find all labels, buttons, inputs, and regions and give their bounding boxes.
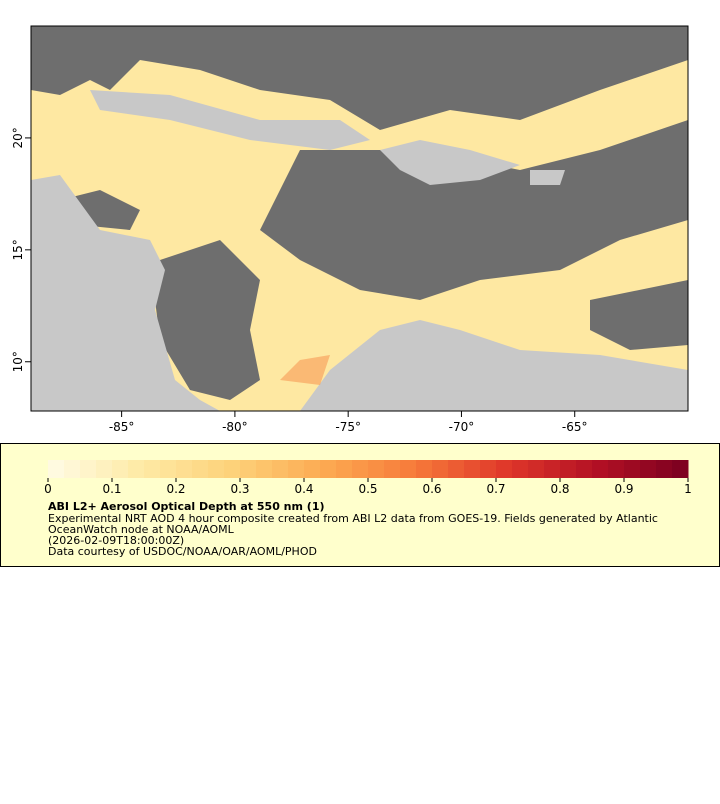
colorbar-segment (320, 460, 337, 478)
colorbar-segment (112, 460, 129, 478)
legend-line: OceanWatch node at NOAA/AOML (48, 523, 235, 536)
colorbar-segment (672, 460, 689, 478)
colorbar-segment (144, 460, 161, 478)
colorbar-segment (544, 460, 561, 478)
colorbar-segment (448, 460, 465, 478)
colorbar-segment (528, 460, 545, 478)
colorbar-segment (176, 460, 193, 478)
map-frame (30, 25, 689, 412)
map-image (31, 26, 688, 411)
colorbar-segment (336, 460, 353, 478)
colorbar-segment (416, 460, 433, 478)
colorbar-segment (192, 460, 209, 478)
colorbar-segment (352, 460, 369, 478)
colorbar-segment (368, 460, 385, 478)
colorbar-segment (496, 460, 513, 478)
colorbar: 0 0.1 0.2 0.3 0.4 0.5 0.6 0.7 0.8 0.9 1 (44, 460, 692, 496)
colorbar-segment (80, 460, 97, 478)
colorbar-segment (512, 460, 529, 478)
colorbar-segment (160, 460, 177, 478)
colorbar-segment (96, 460, 113, 478)
colorbar-segment (304, 460, 321, 478)
colorbar-segment (576, 460, 593, 478)
colorbar-segment (560, 460, 577, 478)
colorbar-segment (48, 460, 65, 478)
colorbar-segment (640, 460, 657, 478)
x-tick-label: -70° (449, 420, 475, 434)
axes: -85° -80° -75° -70° -65° 10° 15° 20° (11, 127, 588, 434)
y-tick-label: 10° (11, 351, 25, 372)
colorbar-segment (288, 460, 305, 478)
colorbar-tick-label: 0.1 (102, 482, 121, 496)
colorbar-tick-label: 0 (44, 482, 52, 496)
colorbar-segment (608, 460, 625, 478)
colorbar-segment (400, 460, 417, 478)
legend-line: Data courtesy of USDOC/NOAA/OAR/AOML/PHO… (48, 545, 317, 558)
x-tick-label: -85° (109, 420, 135, 434)
colorbar-tick-label: 0.9 (614, 482, 633, 496)
colorbar-tick-label: 0.6 (422, 482, 441, 496)
colorbar-segment (256, 460, 273, 478)
legend-line: Experimental NRT AOD 4 hour composite cr… (48, 512, 658, 525)
x-tick-label: -65° (562, 420, 588, 434)
legend-line: (2026-02-09T18:00:00Z) (48, 534, 184, 547)
colorbar-segment (240, 460, 257, 478)
colorbar-tick-label: 0.4 (294, 482, 313, 496)
colorbar-segment (464, 460, 481, 478)
colorbar-tick-label: 0.8 (550, 482, 569, 496)
colorbar-tick-label: 0.7 (486, 482, 505, 496)
colorbar-tick-label: 0.2 (166, 482, 185, 496)
colorbar-tick-label: 0.3 (230, 482, 249, 496)
colorbar-tick-label: 1 (684, 482, 692, 496)
colorbar-segment (480, 460, 497, 478)
colorbar-segment (432, 460, 449, 478)
colorbar-segment (384, 460, 401, 478)
y-tick-label: 15° (11, 239, 25, 260)
y-tick-label: 20° (11, 127, 25, 148)
colorbar-segment (224, 460, 241, 478)
colorbar-segment (208, 460, 225, 478)
x-tick-label: -80° (222, 420, 248, 434)
colorbar-segment (656, 460, 673, 478)
colorbar-tick-label: 0.5 (358, 482, 377, 496)
colorbar-segment (128, 460, 145, 478)
colorbar-segment (64, 460, 81, 478)
colorbar-segment (272, 460, 289, 478)
colorbar-segment (624, 460, 641, 478)
x-tick-label: -75° (335, 420, 361, 434)
colorbar-segment (592, 460, 609, 478)
legend-title: ABI L2+ Aerosol Optical Depth at 550 nm … (48, 500, 325, 513)
